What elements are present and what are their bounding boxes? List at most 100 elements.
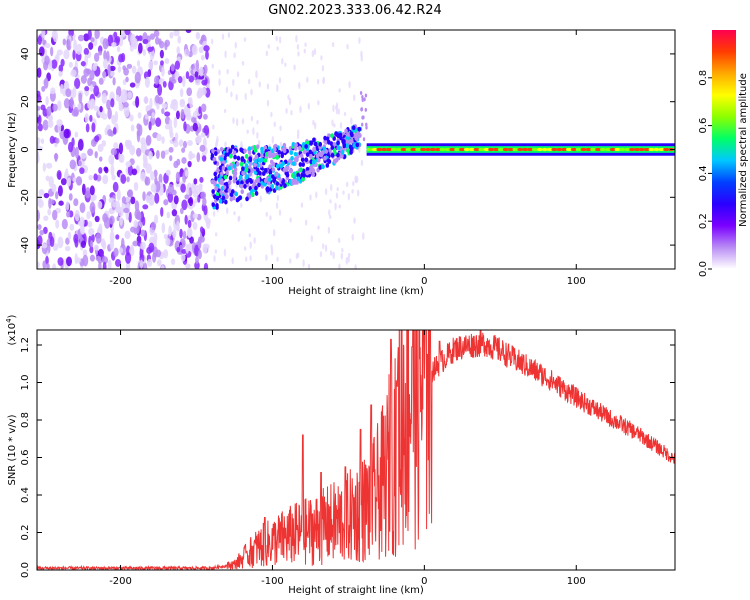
- noise-blob: [56, 119, 63, 127]
- x-tick-label: 0: [421, 276, 427, 287]
- signal-blob: [215, 192, 220, 197]
- noise-blob: [74, 209, 80, 222]
- noise-blob: [37, 123, 43, 132]
- noise-blob: [165, 169, 171, 176]
- noise-blob: [150, 221, 157, 231]
- signal-blob: [227, 165, 232, 171]
- noise-blob: [164, 42, 168, 51]
- noise-blob: [121, 196, 127, 204]
- signal-blob: [275, 163, 280, 169]
- noise-blob: [42, 108, 48, 117]
- noise-blob: [37, 195, 42, 204]
- noise-blob: [78, 92, 83, 104]
- noise-blob: [271, 135, 275, 144]
- noise-blob: [37, 235, 43, 246]
- signal-blob: [321, 164, 325, 170]
- noise-blob: [212, 210, 216, 217]
- noise-blob: [223, 108, 227, 114]
- noise-blob: [93, 173, 98, 181]
- noise-blob: [65, 88, 72, 98]
- noise-blob: [45, 255, 49, 265]
- carrier-blob: [541, 147, 548, 152]
- noise-blob: [56, 49, 63, 56]
- noise-blob: [249, 241, 252, 250]
- noise-blob: [230, 91, 233, 98]
- noise-blob: [348, 80, 351, 89]
- noise-blob: [112, 127, 117, 135]
- noise-blob: [98, 223, 103, 236]
- noise-blob: [175, 110, 180, 120]
- signal-blob: [219, 190, 223, 195]
- noise-blob: [124, 251, 132, 264]
- colorbar-tick-label: 0.2: [698, 213, 709, 229]
- noise-blob: [174, 132, 179, 141]
- noise-blob: [87, 100, 92, 110]
- noise-blob: [214, 232, 218, 237]
- signal-blob: [283, 183, 287, 189]
- signal-blob: [214, 151, 218, 156]
- noise-blob: [356, 189, 360, 197]
- carrier-blob: [527, 147, 534, 152]
- noise-blob: [300, 202, 304, 208]
- noise-blob: [252, 127, 255, 135]
- noise-blob: [362, 232, 365, 241]
- noise-blob: [69, 159, 76, 170]
- noise-blob: [57, 123, 62, 134]
- noise-blob: [118, 53, 124, 63]
- noise-blob: [327, 226, 331, 234]
- signal-blob: [225, 170, 229, 176]
- noise-blob: [321, 243, 325, 250]
- carrier-blob: [522, 147, 529, 152]
- signal-blob: [310, 167, 315, 173]
- noise-blob: [210, 38, 214, 45]
- noise-blob: [199, 226, 204, 234]
- signal-blob: [253, 148, 258, 153]
- signal-blob: [218, 198, 223, 204]
- noise-blob: [180, 108, 185, 120]
- noise-blob: [250, 88, 253, 96]
- noise-blob: [341, 247, 344, 253]
- noise-blob: [329, 199, 332, 204]
- noise-blob: [200, 54, 205, 61]
- noise-blob: [265, 50, 269, 57]
- signal-blob: [327, 139, 331, 145]
- signal-blob: [318, 141, 323, 147]
- carrier-blob: [634, 147, 641, 152]
- signal-blob: [227, 187, 232, 193]
- y-tick-label: 20: [20, 95, 31, 108]
- snr-x-label: Height of straight line (km): [288, 585, 424, 596]
- carrier-blob: [619, 147, 626, 152]
- noise-blob: [137, 112, 142, 119]
- noise-blob: [73, 39, 77, 52]
- spectrogram-marks: [37, 30, 675, 269]
- noise-blob: [115, 234, 120, 240]
- noise-blob: [90, 98, 96, 109]
- noise-blob: [110, 98, 115, 108]
- noise-blob: [202, 197, 207, 207]
- signal-blob: [239, 161, 244, 167]
- noise-blob: [200, 132, 206, 138]
- signal-blob: [229, 192, 234, 198]
- signal-blob: [365, 122, 368, 127]
- signal-blob: [283, 159, 288, 165]
- x-tick-label: -100: [261, 576, 284, 587]
- noise-blob: [255, 70, 258, 79]
- signal-blob: [229, 153, 233, 159]
- signal-blob: [219, 156, 224, 162]
- noise-blob: [66, 177, 72, 187]
- noise-blob: [174, 60, 181, 70]
- noise-blob: [203, 262, 209, 269]
- noise-blob: [125, 161, 132, 168]
- y-tick-label: 1.2: [20, 337, 31, 353]
- noise-blob: [55, 191, 59, 200]
- signal-blob: [312, 146, 316, 152]
- signal-blob: [334, 157, 339, 163]
- noise-blob: [166, 211, 171, 219]
- noise-blob: [187, 97, 192, 104]
- noise-blob: [130, 196, 136, 205]
- noise-blob: [151, 112, 155, 119]
- signal-blob: [270, 153, 275, 159]
- noise-blob: [150, 183, 157, 193]
- noise-blob: [278, 209, 282, 216]
- noise-blob: [353, 94, 356, 102]
